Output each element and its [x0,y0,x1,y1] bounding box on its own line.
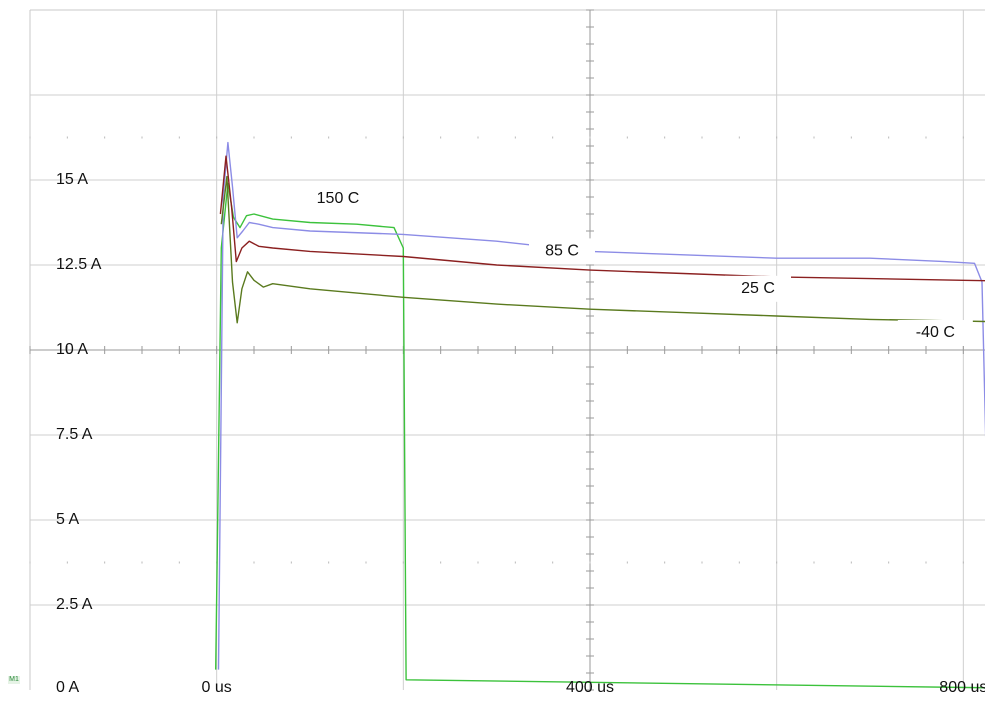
series-label: 25 C [741,280,775,297]
x-tick-label: 800 us [939,679,985,696]
x-tick-labels: 0 us 400 us 800 us [202,679,985,696]
y-tick-label: 7.5 A [56,426,93,443]
y-tick-label: 15 A [56,171,88,188]
x-tick-label: 400 us [566,679,614,696]
series-label: 150 C [317,190,360,207]
y-tick-label: 0 A [56,679,79,696]
series-labels: 150 C 85 C 25 C -40 C [300,185,973,346]
channel-marker: M1 [8,676,20,684]
series-label: 85 C [545,243,579,260]
trace-85c [217,141,985,670]
trace-150c [215,182,985,689]
series-label-background [725,275,791,302]
series-label: -40 C [916,324,955,341]
y-tick-label: 5 A [56,511,79,528]
x-tick-label: 0 us [202,679,232,696]
traces [215,141,985,689]
y-tick-label: 2.5 A [56,596,93,613]
trace-25c [219,155,985,282]
y-tick-labels: 0 A 2.5 A 5 A 7.5 A 10 A 12.5 A 15 A [56,171,102,696]
y-tick-label: 10 A [56,341,88,358]
grid [29,9,985,691]
trace-minus40c [220,175,985,324]
series-label-background [529,238,595,265]
series-label-background [300,185,376,212]
series-label-background [897,320,973,346]
y-tick-label: 12.5 A [56,256,102,273]
